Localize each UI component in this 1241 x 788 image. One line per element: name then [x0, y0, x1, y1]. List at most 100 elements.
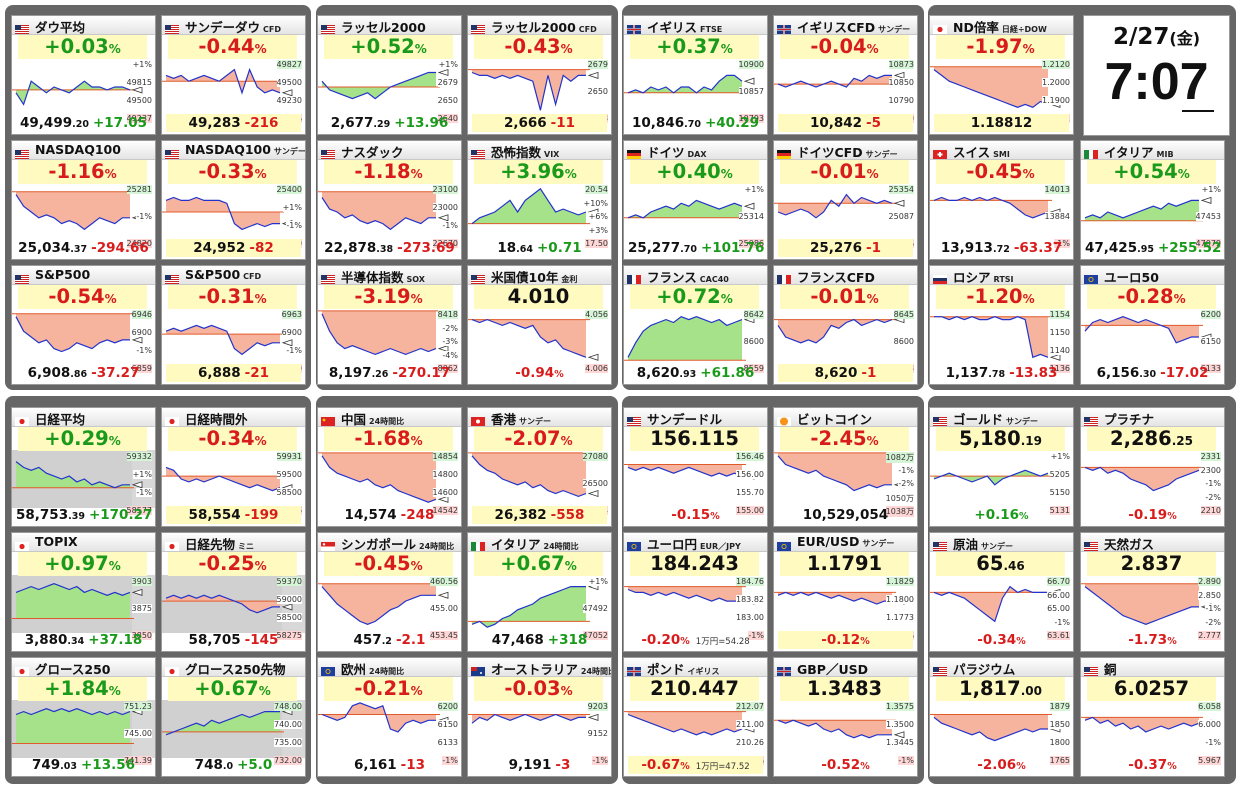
tile-natgas[interactable]: 天然ガス 2.890 2.850 -1% -2% 2.777 2.837 -1.73%: [1080, 532, 1225, 652]
price-value: 2,677: [330, 115, 374, 131]
tile-germany[interactable]: ドイツ DAX +1% 25314 25086 +0.40% 25,277.70 +101.7…: [623, 140, 768, 260]
tile-header: サンデードル: [624, 408, 767, 427]
tile-growth250[interactable]: グロース250 751.23 745.00 741.39 +1.84% 749.03 +13…: [11, 657, 156, 777]
tile-eurusd[interactable]: EUR/USDサンデー1.18291.18001.1773-1%1.1791-0…: [773, 532, 918, 652]
tile-sp500[interactable]: S&P500 6946 6900 -1% 6859 -0.54% 6,908.86 -37.2…: [11, 265, 156, 385]
chart-area: [166, 711, 280, 735]
tile-us10y[interactable]: 米国債10年 金利 4.056 4.006 4.010 -0.94%: [467, 265, 612, 385]
tile-russell[interactable]: ラッセル2000 +1% 2679 2650 2640 +0.52% 2,677.29 +13…: [317, 15, 462, 135]
change-number: -0.03: [504, 677, 561, 700]
price-value: 18: [497, 240, 517, 256]
tile-platinum[interactable]: プラチナ 2331 2300 -1% -2% 2210 2,286.25 -0.19%: [1080, 407, 1225, 527]
ru-flag-icon: [933, 269, 949, 284]
chart-area: [628, 200, 742, 218]
tile-copper[interactable]: 銅 6.058 6.000 -1% 5.967 6.0257 -0.37%: [1080, 657, 1225, 777]
tile-sub: RTSI: [993, 275, 1014, 284]
tile-name-text: ラッセル2000: [491, 20, 576, 35]
tile-russia[interactable]: ロシア RTSI 1154 1150 1140 1136 -1.20% 1,137.78 -13…: [929, 265, 1074, 385]
tile-nikkei[interactable]: 日経平均 59332 +1% -1% 58577 +0.29% 58,753.39 +170.…: [11, 407, 156, 527]
change-value: 5,180.19: [936, 427, 1065, 451]
us-flag-icon: [933, 411, 949, 426]
tile-singapore[interactable]: シンガポール 24時間比 460.56 455.00 453.45 -0.45% 457.2…: [317, 532, 462, 652]
axis-label: 1850: [1049, 720, 1070, 729]
price-change: +37.18: [88, 632, 143, 648]
tile-growth250-fut[interactable]: グロース250先物 748.00 740.00 735.00 732.00 +0.67% 7…: [161, 657, 306, 777]
tile-crude[interactable]: 原油 サンデー 66.70 66.00 65.00 -1% 63.61 65.46 -0.34%: [929, 532, 1074, 652]
tile-euro-yen[interactable]: ユーロ円 EUR／JPY 184.76 183.82 183.00 -1% 184.243 -…: [623, 532, 768, 652]
tile-sunday-dollar[interactable]: サンデードル 156.46 156.00 155.70 155.00 156.115 -0.…: [623, 407, 768, 527]
chart-area: [934, 197, 1048, 218]
chart-area: [322, 191, 436, 230]
price-change: -37.27: [91, 365, 140, 381]
tile-name-text: スイス: [953, 145, 991, 160]
tile-name: ユーロ50: [1104, 267, 1159, 286]
tile-sub: SMI: [993, 150, 1010, 159]
uk-flag-icon: [777, 661, 793, 676]
chart-area: [628, 316, 742, 361]
axis-label: 49500: [276, 78, 302, 87]
tile-china[interactable]: 中国 24時間比 14854 14800 14600 14542 -1.68% 14,574-…: [317, 407, 462, 527]
tile-name: 欧州 24時間比: [341, 659, 404, 678]
tile-bitcoin[interactable]: ビットコイン 1082万 -1% -2% 1050万 1038万 -2.45% 10,529,…: [773, 407, 918, 527]
tile-nikkei-fut[interactable]: 日経先物 ミニ 59370 59000 58500 58275 -0.25% 58,705 -1…: [161, 532, 306, 652]
tile-name: S&P500 CFD: [185, 267, 261, 282]
tile-header: 日経先物 ミニ: [162, 533, 305, 552]
tile-header: ドイツ DAX: [624, 141, 767, 160]
tile-italy24[interactable]: イタリア 24時間比 +1% 47492 47052 +0.67% 47,468 +318: [467, 532, 612, 652]
price-decimal: .38: [376, 244, 394, 255]
tile-gbpusd[interactable]: GBP／USD 1.3575 1.3500 1.3445 -1% 1.3483 -0.52%: [773, 657, 918, 777]
tile-sox[interactable]: 半導体指数 SOX 8418 -2% -3% -4% 8062 -3.19% 8,197.26-…: [317, 265, 462, 385]
tile-hongkong[interactable]: 香港サンデー270802650026234-2.07%26,382-558: [467, 407, 612, 527]
jp-flag-icon: [165, 536, 181, 551]
axis-label: 156.46: [736, 452, 764, 461]
tile-euro50[interactable]: ユーロ50 6200 6150 6133 -0.28% 6,156.30 -17.02: [1080, 265, 1225, 385]
tile-name: サンデードル: [647, 409, 722, 428]
tile-bond[interactable]: ポンドイギリス212.07211.00210.26-1%210.447-0.67…: [623, 657, 768, 777]
price-chart: [468, 452, 599, 498]
tile-sunday-dow[interactable]: サンデーダウCFD498274950049230-1%-0.44%49,283-…: [161, 15, 306, 135]
tile-nikkei-after[interactable]: 日経時間外59931595005850058236-0.34%58,554-19…: [161, 407, 306, 527]
tile-uk[interactable]: イギリス FTSE 10900 10857 10793 +0.37% 10,846.70 +4…: [623, 15, 768, 135]
tile-vix[interactable]: 恐怖指数 VIX 20.54 +10% +6% +3% 17.50 +3.96% 18.64 +0…: [467, 140, 612, 260]
price-value: 748: [194, 757, 223, 773]
tile-name-text: NASDAQ100: [185, 142, 271, 157]
change-number: 65: [976, 552, 1004, 575]
tile-nasdaq[interactable]: ナスダック 23100 23000 -1% 22670 -1.18% 22,878.38 -2…: [317, 140, 462, 260]
tile-australia[interactable]: オーストラリア24時間比 9203 9152 -1% -0.03% 9,191-3: [467, 657, 612, 777]
tile-name: ポンド イギリス: [647, 659, 720, 678]
eu-flag-icon: [627, 536, 643, 551]
percent-sign: %: [560, 42, 573, 56]
tile-europe[interactable]: 欧州 24時間比 6200 6150 6133 -1% -0.21% 6,161 -13: [317, 657, 462, 777]
tile-palladium[interactable]: パラジウム 1879 1850 1800 1765 1,817.00 -2.06%: [929, 657, 1074, 777]
price-footer: 25,276 -1: [778, 239, 913, 257]
tile-italy[interactable]: イタリア MIB +1% 47453 47079 +0.54% 47,425.95 +255.…: [1080, 140, 1225, 260]
axis-label: 5150: [1049, 488, 1070, 497]
chart-area: [166, 467, 280, 491]
axis-label: 59370: [276, 577, 302, 586]
tile-dow[interactable]: ダウ平均 +1% 49815 49500 49237 +0.03% 49,499.20 +17…: [11, 15, 156, 135]
tile-swiss[interactable]: スイス SMI 14013 13884 -1% -0.45% 13,913.72 -63.37: [929, 140, 1074, 260]
tile-nasdaq100-s[interactable]: NASDAQ100サンデー25400+1%-1%24820-0.33%24,95…: [161, 140, 306, 260]
tile-topix[interactable]: TOPIX 3903 3875 3850 +0.97% 3,880.34 +37.18: [11, 532, 156, 652]
tile-nd[interactable]: ND倍率日経÷DOW1.21201.20001.19001.1821-1.97%…: [929, 15, 1074, 135]
tile-sub: 日経÷DOW: [1001, 25, 1047, 34]
tile-header: ダウ平均: [12, 16, 155, 35]
change-number: +0.67: [500, 552, 565, 575]
tile-france[interactable]: フランス CAC40 8642 8600 8559 +0.72% 8,620.93 +61.8…: [623, 265, 768, 385]
tile-uk-cfd[interactable]: イギリスCFDサンデー10873108501079010750-0.04%10,…: [773, 15, 918, 135]
tile-nasdaq100[interactable]: NASDAQ100 25281 -1% 24820 -1.16% 25,034.37 -29…: [11, 140, 156, 260]
price-change: -13: [400, 757, 426, 773]
price-decimal: .93: [679, 369, 697, 380]
change-value: 4.010: [474, 285, 603, 309]
axis-label: -1%: [136, 346, 152, 355]
tile-gold[interactable]: ゴールド サンデー +1% 5205 5150 5131 5,180.19 +0.16%: [929, 407, 1074, 527]
current-price-marker: [437, 68, 449, 77]
axis-label: +1%: [132, 60, 152, 69]
tile-sub: CFD: [263, 25, 281, 34]
tile-russell-cfd[interactable]: ラッセル2000CFD267926502638-0.43%2,666-11: [467, 15, 612, 135]
price-footer: 25,277.70 +101.76: [628, 239, 764, 257]
tile-france-cfd[interactable]: フランスCFD864586008548-0.01%8,620-1: [773, 265, 918, 385]
change-number: +3.96: [500, 160, 565, 183]
